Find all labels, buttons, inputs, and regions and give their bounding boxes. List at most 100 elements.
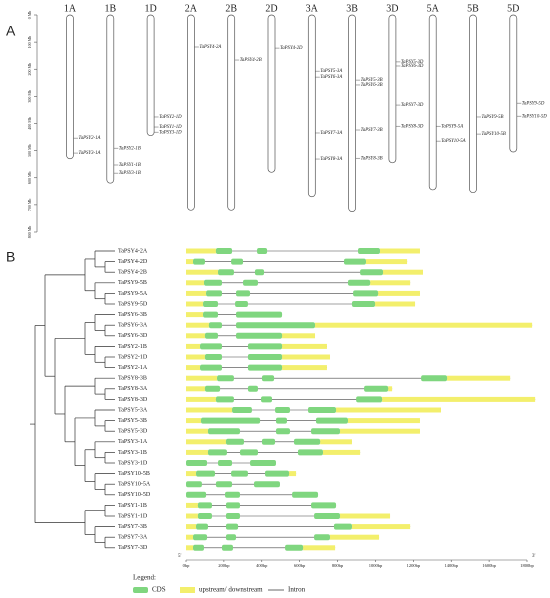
utr xyxy=(340,428,420,434)
cds xyxy=(315,417,348,424)
cds xyxy=(360,269,384,276)
utr xyxy=(186,269,219,275)
gene-name: TaPSY8-3D xyxy=(118,397,148,403)
cds xyxy=(236,332,283,339)
cds xyxy=(207,428,240,435)
chromosome xyxy=(267,14,276,173)
gene-name: TaPSY6-3B xyxy=(118,312,147,318)
gene-name: TaPSY10-5A xyxy=(118,482,151,488)
utr xyxy=(382,396,536,402)
chromosome-label: 1A xyxy=(64,3,77,14)
cds xyxy=(193,544,204,551)
cds xyxy=(200,417,261,424)
y-tick-label: 400 Mb xyxy=(27,117,32,130)
cds xyxy=(197,513,212,519)
utr xyxy=(370,280,411,286)
gene-label: TaPSY7-3B xyxy=(361,128,383,133)
gene-name: TaPSY8-3B xyxy=(118,376,147,382)
utr xyxy=(186,322,209,328)
cds xyxy=(196,523,208,530)
cds xyxy=(311,502,337,509)
cds xyxy=(225,502,240,509)
cds xyxy=(206,290,222,297)
utr xyxy=(186,418,201,424)
cds xyxy=(308,407,337,413)
gene-name: TaPSY9-5B xyxy=(118,280,147,286)
utr xyxy=(186,375,218,381)
gene-name: TaPSY6-3A xyxy=(118,323,148,329)
cds xyxy=(203,301,219,307)
gene-label: TaPSY10-5A xyxy=(441,139,465,144)
utr xyxy=(186,513,198,519)
gene-label: TaPSY4-2D xyxy=(280,46,303,51)
cds xyxy=(343,258,366,265)
cds xyxy=(203,311,219,318)
cds xyxy=(232,407,252,413)
gene-label: TaPSY2-1A xyxy=(79,136,101,141)
gene-label: TaPSY8-3A xyxy=(320,157,342,162)
legend-swatch xyxy=(180,587,195,593)
cds xyxy=(243,279,258,286)
gene-name: TaPSY1-1D xyxy=(118,513,148,519)
cds xyxy=(200,364,222,371)
utr xyxy=(282,343,327,349)
cds xyxy=(204,354,222,360)
utr xyxy=(186,449,208,455)
gene-label: TaPSY4-2B xyxy=(240,58,262,63)
y-tick-label: 300 Mb xyxy=(27,90,32,103)
chromosome-label: 2B xyxy=(225,3,237,14)
gene-label: TaPSY6-3A xyxy=(320,75,342,80)
cds xyxy=(364,385,389,392)
utr xyxy=(186,312,204,318)
gene-label: TaPSY5-3D xyxy=(401,60,424,65)
chromosome-label: 3D xyxy=(386,3,398,14)
utr xyxy=(378,290,420,296)
gene-label: TaPSY5-3A xyxy=(320,69,342,74)
gene-name: TaPSY3-1B xyxy=(118,450,147,456)
utr xyxy=(186,439,226,445)
chromosome xyxy=(428,14,437,191)
chromosome xyxy=(469,14,477,194)
utr xyxy=(347,418,420,424)
cds xyxy=(236,290,251,297)
cds xyxy=(254,481,280,488)
gene-name: TaPSY1-1B xyxy=(118,503,147,509)
cds xyxy=(236,322,316,329)
gene-label: TaPSY8-3B xyxy=(361,156,383,161)
chromosome-label: 5D xyxy=(507,3,519,14)
gene-label: TaPSY3-1B xyxy=(119,171,141,176)
x-tick-label: 1800bp xyxy=(520,563,534,568)
gene-name: TaPSY2-1D xyxy=(118,354,148,360)
cds xyxy=(217,375,234,382)
x-tick-label: 400bp xyxy=(256,563,268,568)
cds xyxy=(231,258,244,265)
y-tick-label: 100 Mb xyxy=(27,36,32,49)
utr xyxy=(315,322,533,328)
gene-name: TaPSY3-1A xyxy=(118,439,148,445)
x-tick-label: 1200bp xyxy=(407,563,421,568)
chromosome xyxy=(66,14,74,160)
utr xyxy=(447,375,511,381)
x-tick-label: 200bp xyxy=(218,563,230,568)
utr xyxy=(186,290,207,296)
cds xyxy=(200,343,222,350)
chromosome-label: 5B xyxy=(467,3,479,14)
gene-name: TaPSY3-1D xyxy=(118,460,148,466)
cds xyxy=(333,523,352,530)
gene-label: TaPSY1-1D xyxy=(159,125,182,130)
utr xyxy=(186,502,198,508)
gene-label: TaPSY2-1B xyxy=(119,146,141,151)
chromosome xyxy=(348,14,356,213)
x-tick-label: 1000bp xyxy=(369,563,383,568)
cds xyxy=(239,449,258,456)
gene-name: TaPSY9-5D xyxy=(118,301,148,307)
gene-label: TaPSY10-5B xyxy=(482,132,506,137)
utr xyxy=(375,301,416,307)
cds xyxy=(225,438,244,445)
utr xyxy=(186,333,205,339)
cds xyxy=(297,449,323,456)
cds xyxy=(186,481,202,488)
cds xyxy=(225,513,240,519)
cds xyxy=(293,438,321,445)
cds xyxy=(225,523,239,530)
